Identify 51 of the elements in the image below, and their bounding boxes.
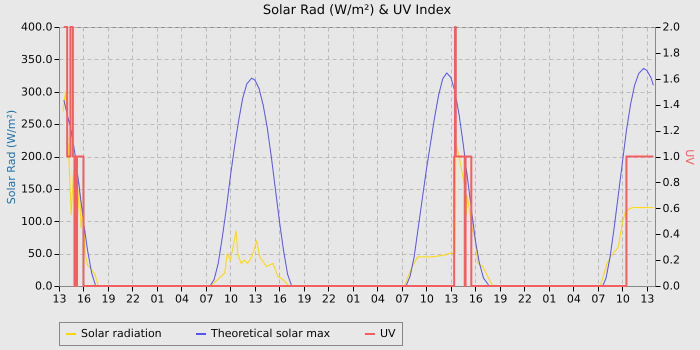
x-tick-label: 04 [370,292,385,306]
x-tick-label: 13 [640,292,654,306]
x-tick-label: 01 [542,292,556,306]
y2-tick-label: 0.4 [662,228,680,241]
legend-label: Theoretical solar max [210,327,331,340]
x-tick-label: 16 [76,292,91,306]
x-tick-label: 10 [420,292,434,306]
y2-tick-label: 0.0 [662,280,680,292]
x-tick-label: 16 [272,292,287,306]
x-tick-label: 22 [126,292,140,306]
y-tick-label: 400.0 [21,20,52,34]
y2-tick-label: 2.0 [662,20,680,34]
chart-title: Solar Rad (W/m²) & UV Index [262,3,452,18]
y-tick-label: 150.0 [21,182,52,196]
x-tick-label: 19 [297,292,312,306]
y-tick-label: 250.0 [21,118,52,131]
x-tick-label: 07 [591,292,606,306]
x-tick-label: 13 [444,292,458,306]
x-tick-label: 13 [248,292,262,306]
y2-tick-label: 1.2 [662,124,680,138]
x-tick-label: 10 [616,292,630,306]
x-tick-label: 13 [52,292,66,306]
x-tick-label: 07 [199,292,214,306]
x-tick-label: 01 [150,292,164,306]
x-tick-label: 19 [493,292,508,306]
y2-axis-title: UV [682,149,696,166]
x-tick-label: 22 [518,292,532,306]
y-tick-label: 350.0 [21,52,52,66]
x-tick-label: 04 [174,292,189,306]
y2-tick-label: 0.6 [662,202,680,215]
y2-tick-label: 1.4 [662,98,680,112]
x-tick-label: 16 [468,292,483,306]
y-tick-label: 300.0 [21,85,52,98]
x-tick-label: 01 [346,292,360,306]
y-tick-label: 0.0 [35,280,52,292]
y2-tick-label: 0.8 [662,176,680,189]
x-tick-label: 19 [101,292,116,306]
y2-tick-label: 1.0 [662,150,680,163]
y2-tick-label: 1.8 [662,46,680,60]
x-tick-label: 22 [322,292,336,306]
y2-tick-label: 0.2 [662,254,680,267]
legend-label: Solar radiation [81,327,162,340]
y-axis-title: Solar Rad (W/m²) [5,110,18,204]
y-tick-label: 50.0 [28,247,52,260]
y-tick-label: 200.0 [21,150,52,163]
y-tick-label: 100.0 [21,214,52,228]
y2-tick-label: 1.6 [662,72,680,86]
legend-label: UV [380,327,396,340]
x-tick-label: 04 [566,292,581,306]
x-tick-label: 07 [395,292,410,306]
x-tick-label: 10 [224,292,238,306]
